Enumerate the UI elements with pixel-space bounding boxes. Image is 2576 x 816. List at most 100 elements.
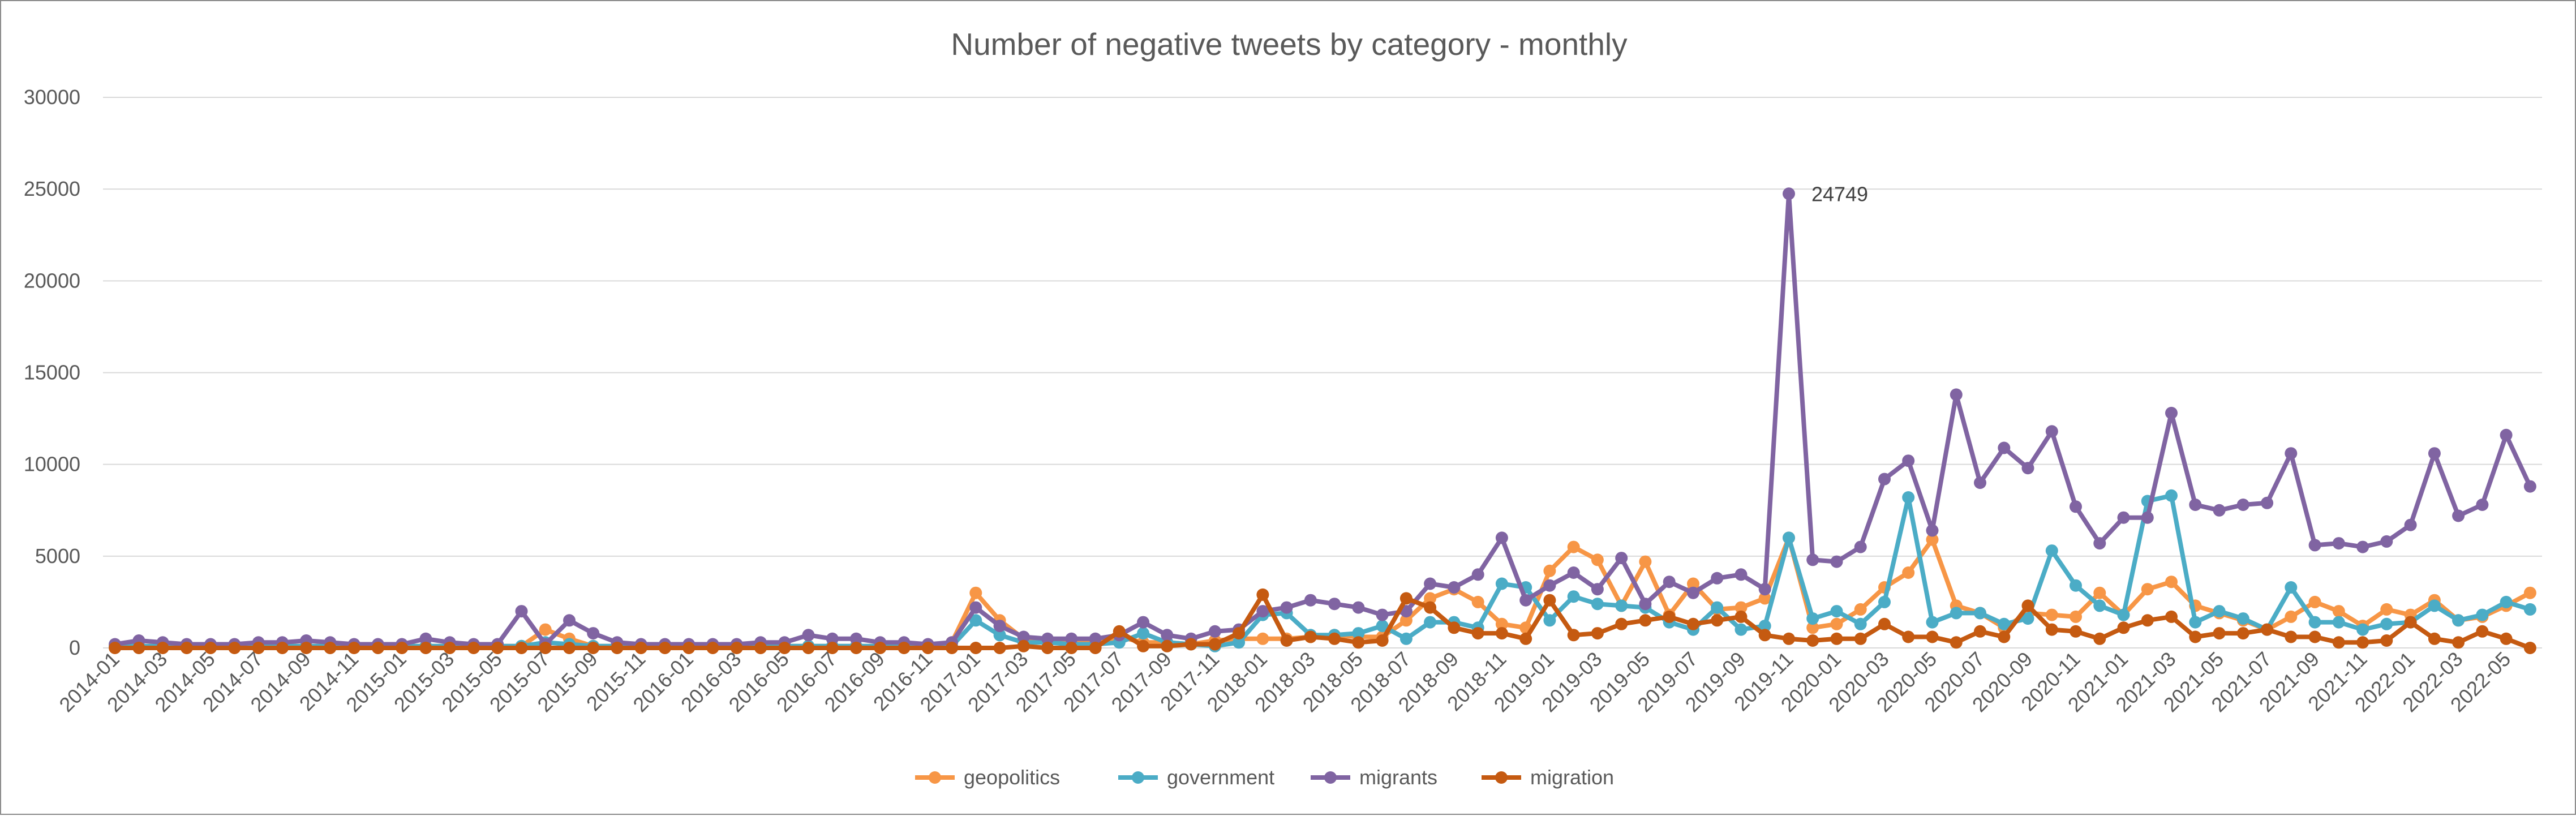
- data-point-migrants: [2021, 462, 2034, 475]
- data-point-migrants: [1591, 583, 1604, 596]
- data-point-migrants: [563, 614, 576, 627]
- data-point-migrants: [1902, 454, 1915, 467]
- data-point-geopolitics: [2141, 583, 2154, 596]
- data-point-migrants: [1376, 608, 1389, 621]
- data-point-migration: [467, 642, 480, 654]
- data-point-government: [1998, 617, 2011, 630]
- data-point-geopolitics: [1854, 603, 1867, 616]
- data-point-geopolitics: [1567, 540, 1580, 553]
- data-point-government: [1734, 623, 1748, 636]
- data-point-migration: [706, 642, 719, 654]
- data-point-migrants: [1424, 577, 1437, 590]
- data-point-migrants: [2236, 499, 2249, 511]
- data-point-migration: [946, 642, 958, 654]
- data-point-government: [1854, 617, 1867, 630]
- data-point-migrants: [1495, 531, 1508, 544]
- data-point-government: [1495, 577, 1508, 590]
- data-point-migration: [1854, 632, 1867, 645]
- data-point-migrants: [2452, 509, 2465, 522]
- data-point-migration: [1089, 642, 1102, 654]
- data-point-migration: [2500, 632, 2513, 645]
- data-point-migration: [1519, 632, 1532, 645]
- data-point-migration: [611, 642, 624, 654]
- data-point-geopolitics: [1543, 564, 1556, 577]
- data-point-migrants: [2500, 428, 2513, 441]
- data-point-migration: [1567, 629, 1580, 642]
- data-point-migrants: [1519, 594, 1532, 607]
- data-point-government: [2045, 544, 2058, 557]
- data-point-migration: [1065, 642, 1078, 654]
- series-migration: [109, 588, 2536, 654]
- data-point-migration: [2332, 636, 2345, 649]
- data-point-migration: [1758, 629, 1771, 642]
- data-point-migrants: [1615, 552, 1628, 565]
- data-point-government: [2165, 489, 2178, 502]
- data-point-geopolitics: [969, 586, 982, 599]
- data-point-migration: [969, 642, 982, 654]
- data-point-migrants: [1448, 581, 1461, 594]
- data-point-migrants: [1567, 566, 1580, 579]
- data-point-migration: [1017, 639, 1030, 652]
- data-point-geopolitics: [1734, 601, 1748, 614]
- legend: geopolitics government migrants migration: [915, 766, 1614, 789]
- data-point-migration: [1280, 634, 1293, 647]
- data-point-government: [1711, 601, 1724, 614]
- data-point-migration: [1806, 634, 1819, 647]
- data-point-migration: [1233, 627, 1246, 640]
- data-point-migrants: [826, 632, 839, 645]
- data-point-migrants: [850, 632, 862, 645]
- data-point-migration: [802, 642, 815, 654]
- data-point-migrants: [2285, 447, 2298, 460]
- data-point-government: [993, 629, 1006, 642]
- data-point-migration: [2093, 632, 2106, 645]
- data-point-migration: [2452, 636, 2465, 649]
- data-point-migration: [1184, 638, 1197, 651]
- data-point-migration: [2523, 642, 2536, 654]
- data-point-migration: [634, 642, 647, 654]
- data-point-migration: [1639, 614, 1652, 627]
- data-point-government: [1806, 612, 1819, 625]
- data-point-geopolitics: [1256, 632, 1269, 645]
- data-point-migration: [2428, 632, 2441, 645]
- annotation-layer: 24749: [1811, 182, 1868, 205]
- legend-item-geopolitics: geopolitics: [915, 766, 1060, 789]
- legend-swatch-marker: [1495, 771, 1508, 784]
- data-point-government: [2380, 617, 2393, 630]
- legend-label: migrants: [1359, 766, 1437, 789]
- data-point-geopolitics: [1687, 577, 1699, 590]
- data-point-government: [1950, 607, 1963, 620]
- data-point-migrants: [1758, 583, 1771, 596]
- data-point-migration: [2476, 625, 2489, 638]
- data-point-migration: [180, 642, 193, 654]
- data-point-migration: [993, 642, 1006, 654]
- data-point-migration: [2141, 614, 2154, 627]
- data-point-migrants: [2428, 447, 2441, 460]
- data-point-migrants: [2261, 496, 2274, 509]
- data-point-migrants: [1711, 572, 1724, 585]
- data-point-migrants: [1878, 473, 1891, 486]
- data-point-migrants: [1926, 524, 1939, 537]
- data-point-migration: [1974, 625, 1986, 638]
- data-point-migration: [300, 642, 313, 654]
- data-point-government: [2452, 614, 2465, 627]
- legend-label: government: [1167, 766, 1274, 789]
- y-tick-label: 20000: [24, 269, 80, 292]
- data-point-migration: [132, 642, 145, 654]
- data-point-migration: [2380, 634, 2393, 647]
- series-line-migrants: [113, 191, 2532, 647]
- data-point-government: [1758, 620, 1771, 633]
- data-point-migrants: [2045, 425, 2058, 438]
- data-point-government: [1233, 636, 1246, 649]
- legend-item-migrants: migrants: [1311, 766, 1437, 789]
- data-point-migrants: [2213, 504, 2226, 517]
- data-point-migrants: [1161, 629, 1174, 642]
- data-point-migration: [1161, 639, 1174, 652]
- series-government: [109, 489, 2536, 652]
- data-point-geopolitics: [1591, 553, 1604, 566]
- data-point-government: [2500, 595, 2513, 608]
- data-point-migrants: [2332, 537, 2345, 550]
- data-point-migrants: [1089, 632, 1102, 645]
- data-point-migration: [2213, 627, 2226, 640]
- data-point-migrants: [802, 629, 815, 642]
- data-point-migration: [1998, 630, 2011, 643]
